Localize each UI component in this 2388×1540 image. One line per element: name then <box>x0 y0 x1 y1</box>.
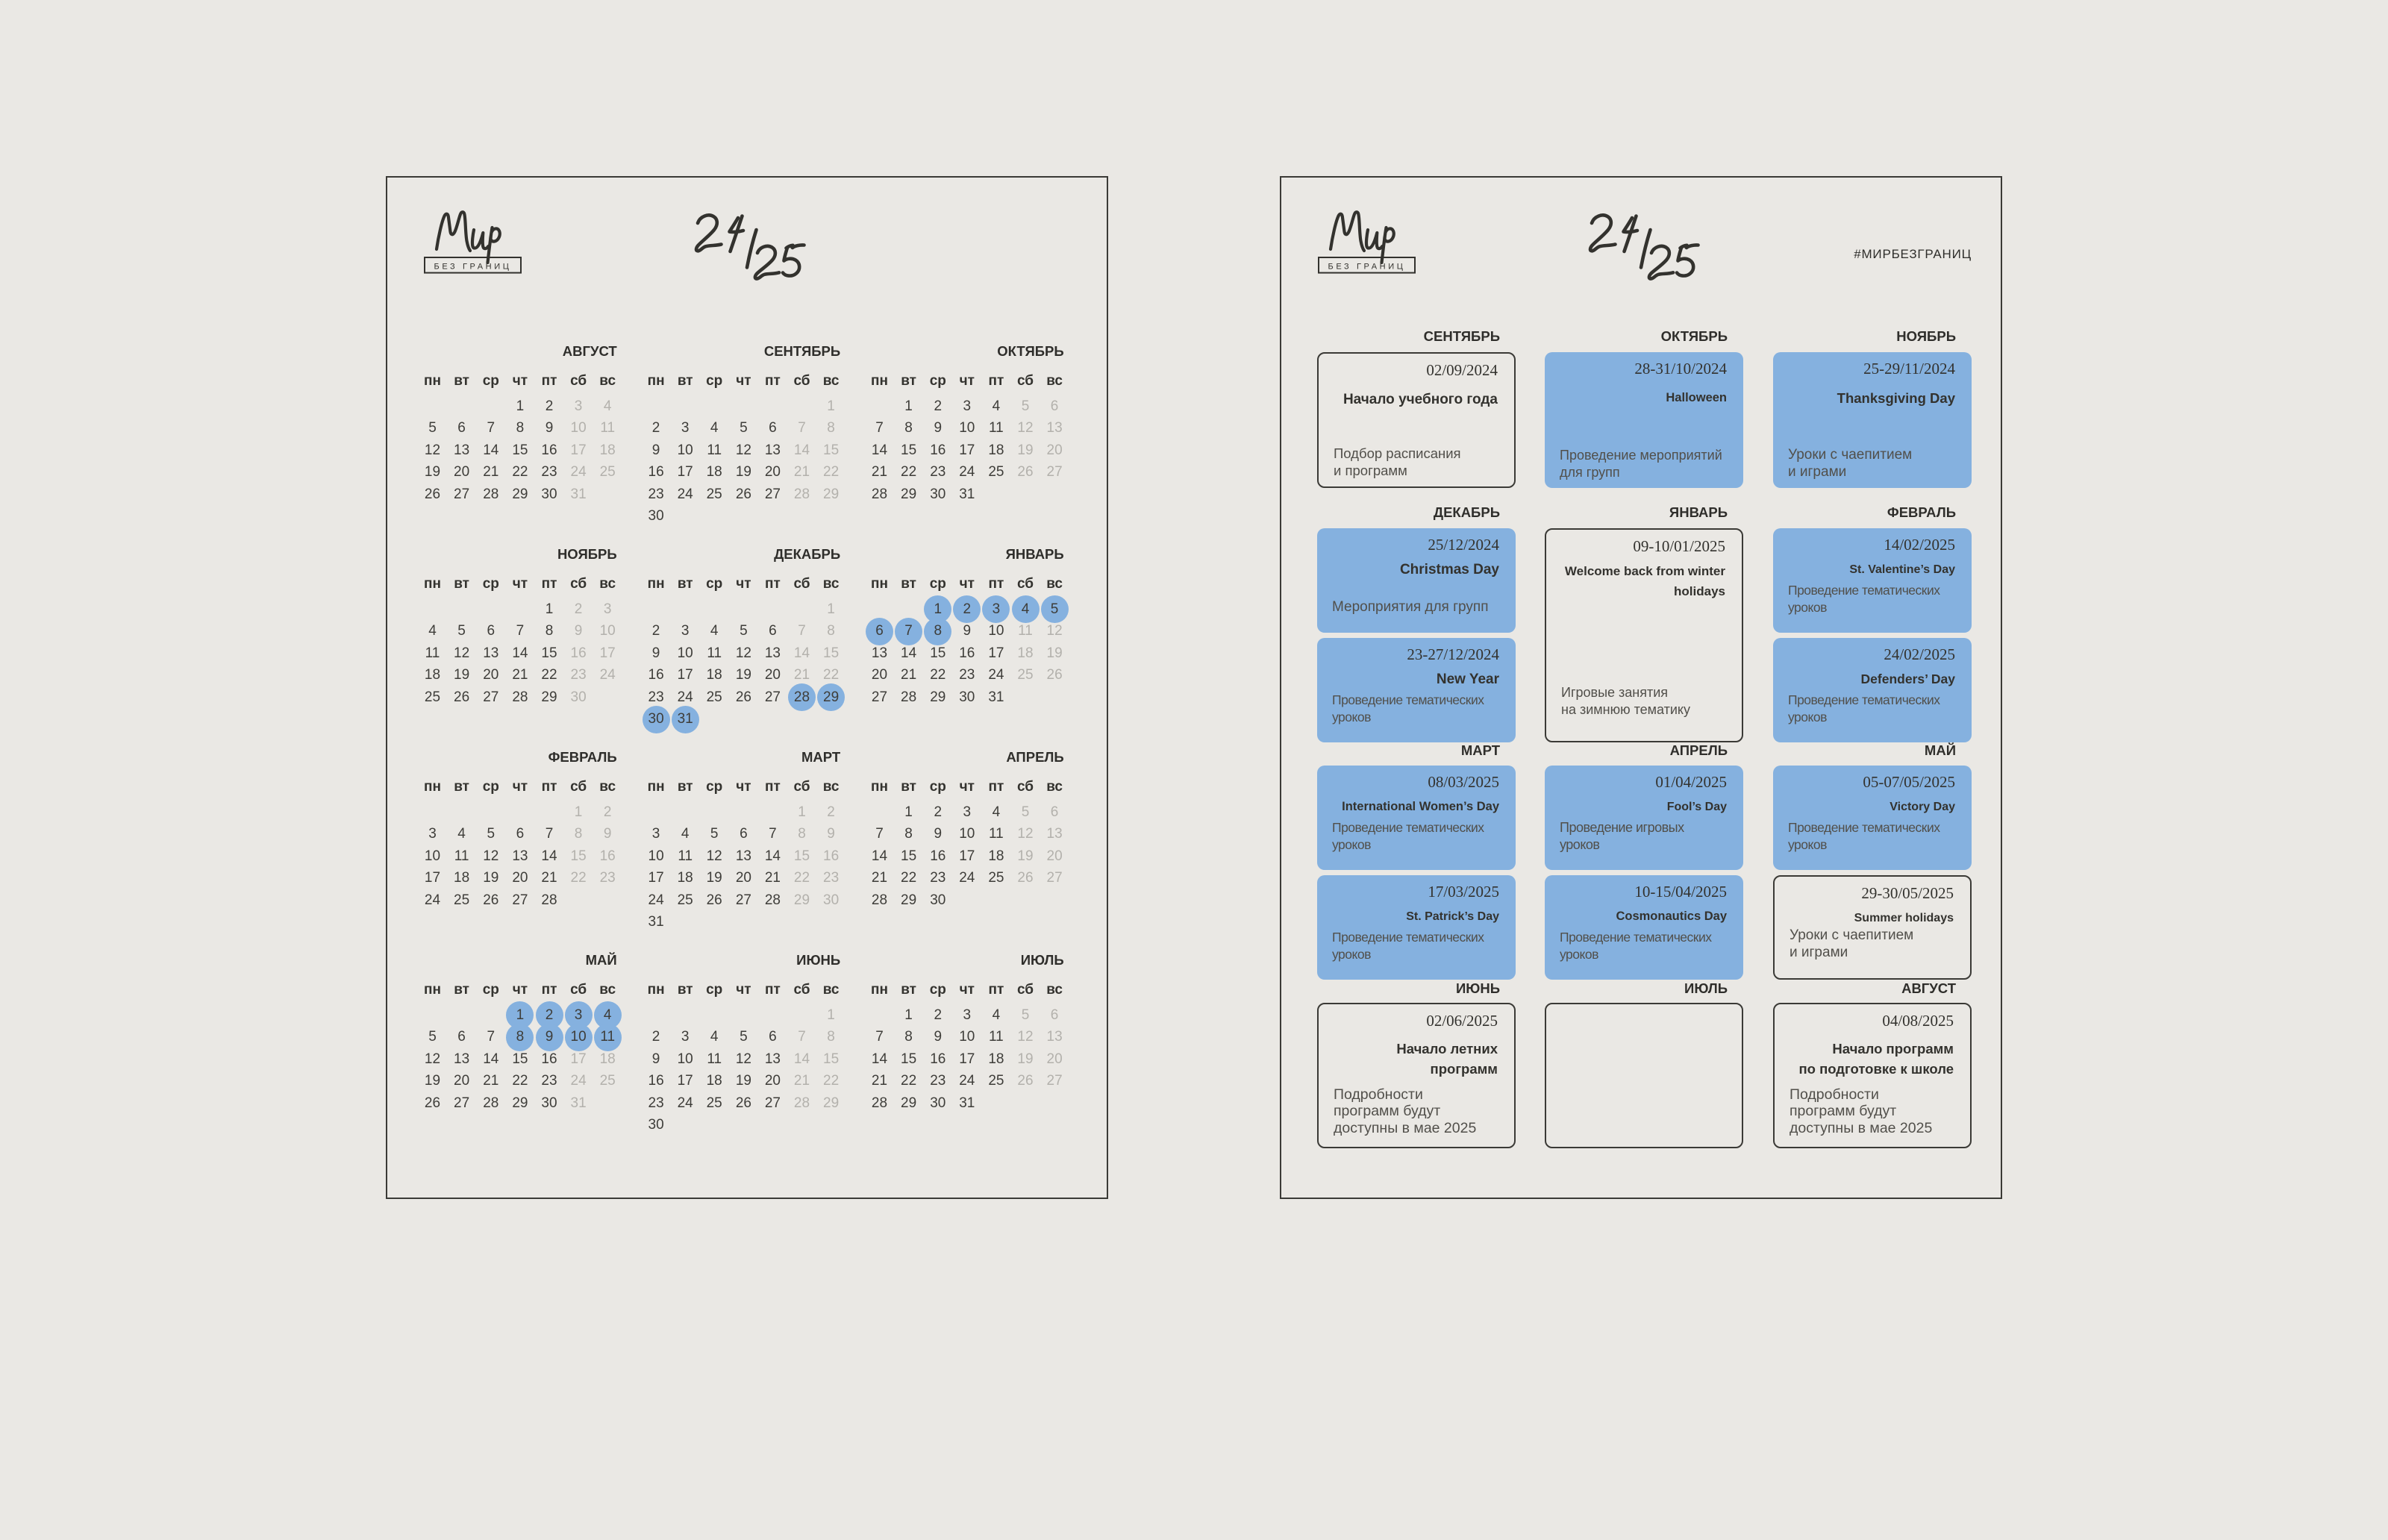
svg-text:БЕЗ ГРАНИЦ: БЕЗ ГРАНИЦ <box>1328 263 1406 272</box>
svg-text:БЕЗ ГРАНИЦ: БЕЗ ГРАНИЦ <box>434 263 512 272</box>
